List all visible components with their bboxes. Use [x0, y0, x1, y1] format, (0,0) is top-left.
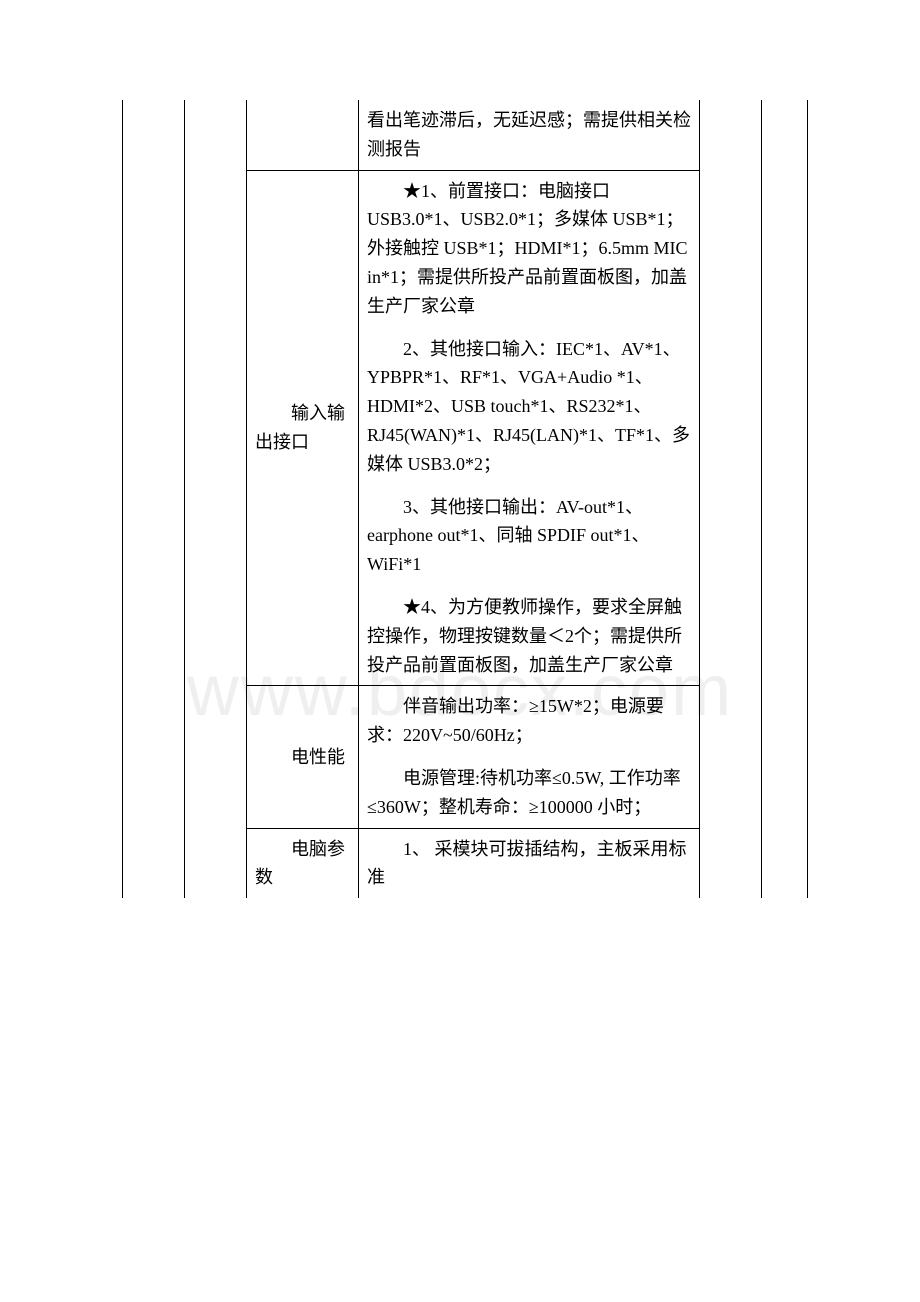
col-1: [123, 686, 185, 828]
spec-paragraph: 伴音输出功率：≥15W*2；电源要求：220V~50/60Hz；: [367, 692, 691, 750]
spec-paragraph: ★4、为方便教师操作，要求全屏触控操作，物理按键数量＜2个；需提供所投产品前置面…: [367, 593, 691, 679]
spec-paragraph: ★1、前置接口：电脑接口 USB3.0*1、USB2.0*1；多媒体 USB*1…: [367, 177, 691, 321]
col-1: [123, 100, 185, 170]
spec-label: [247, 100, 359, 170]
spec-table: 看出笔迹滞后，无延迟感；需提供相关检测报告 输入输出接口 ★1、前置接口：电脑接…: [122, 100, 808, 898]
spec-label: 输入输出接口: [247, 170, 359, 686]
col-2: [185, 686, 247, 828]
spec-content: ★1、前置接口：电脑接口 USB3.0*1、USB2.0*1；多媒体 USB*1…: [359, 170, 700, 686]
col-1: [123, 170, 185, 686]
col-5: [700, 170, 762, 686]
col-5: [700, 686, 762, 828]
col-1: [123, 828, 185, 898]
col-5: [700, 828, 762, 898]
col-2: [185, 170, 247, 686]
table-row: 输入输出接口 ★1、前置接口：电脑接口 USB3.0*1、USB2.0*1；多媒…: [123, 170, 808, 686]
col-2: [185, 100, 247, 170]
col-5: [700, 100, 762, 170]
spec-content: 看出笔迹滞后，无延迟感；需提供相关检测报告: [359, 100, 700, 170]
spec-label: 电脑参数: [247, 828, 359, 898]
spec-content: 1、 采模块可拔插结构，主板采用标准: [359, 828, 700, 898]
table-row: 电性能 伴音输出功率：≥15W*2；电源要求：220V~50/60Hz； 电源管…: [123, 686, 808, 828]
col-6: [762, 686, 808, 828]
spec-paragraph: 看出笔迹滞后，无延迟感；需提供相关检测报告: [367, 106, 691, 164]
table-row: 看出笔迹滞后，无延迟感；需提供相关检测报告: [123, 100, 808, 170]
spec-paragraph: 电源管理:待机功率≤0.5W, 工作功率≤360W；整机寿命：≥100000 小…: [367, 764, 691, 822]
spec-paragraph: 2、其他接口输入：IEC*1、AV*1、YPBPR*1、RF*1、VGA+Aud…: [367, 335, 691, 479]
col-6: [762, 170, 808, 686]
col-6: [762, 828, 808, 898]
spec-paragraph: 3、其他接口输出：AV-out*1、earphone out*1、同轴 SPDI…: [367, 493, 691, 579]
col-2: [185, 828, 247, 898]
document-page: 看出笔迹滞后，无延迟感；需提供相关检测报告 输入输出接口 ★1、前置接口：电脑接…: [0, 0, 920, 958]
col-6: [762, 100, 808, 170]
spec-label: 电性能: [247, 686, 359, 828]
table-row: 电脑参数 1、 采模块可拔插结构，主板采用标准: [123, 828, 808, 898]
spec-content: 伴音输出功率：≥15W*2；电源要求：220V~50/60Hz； 电源管理:待机…: [359, 686, 700, 828]
spec-paragraph: 1、 采模块可拔插结构，主板采用标准: [367, 835, 691, 893]
